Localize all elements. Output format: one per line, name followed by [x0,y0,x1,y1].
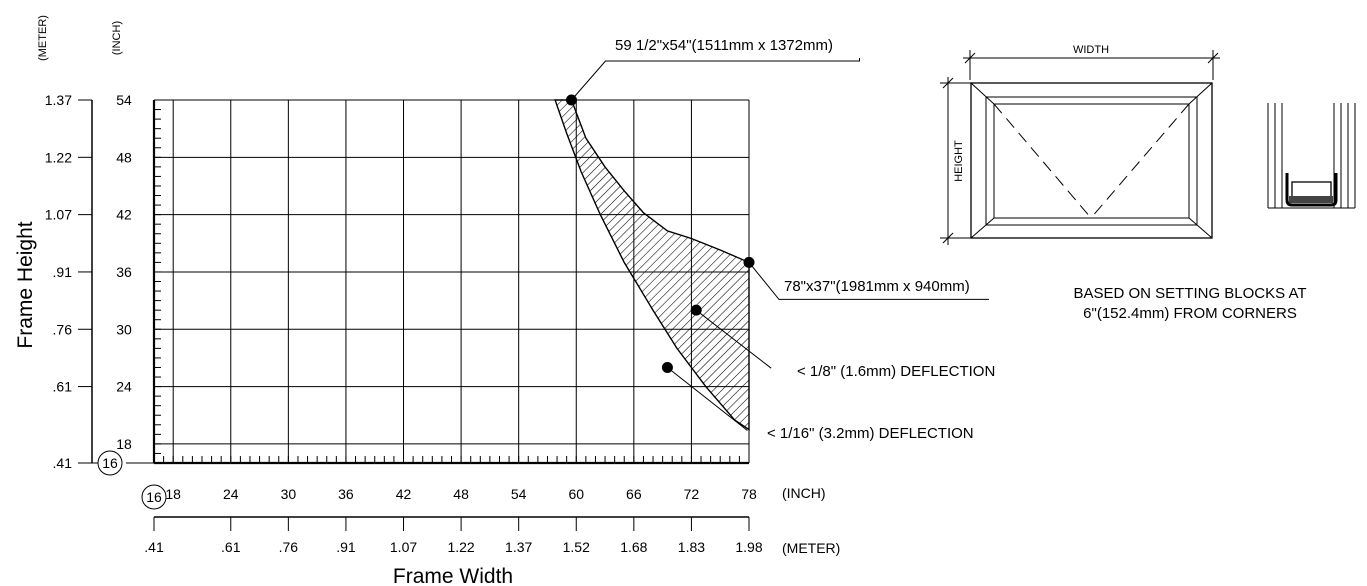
x-tick-label-meter-8: 1.68 [620,539,647,555]
y-tick-label-meter-4: 1.07 [45,207,72,223]
x-tick-label-inch-7: 60 [568,486,584,502]
y-tick-label-inch-2: 30 [116,321,132,337]
outer-frame [970,82,1213,239]
width-tick-left [964,52,976,64]
setting-note-line1: BASED ON SETTING BLOCKS AT [1073,285,1306,302]
x-tick-label-inch-5: 48 [453,486,469,502]
deflection-1-8-point-label: < 1/8" (1.6mm) DEFLECTION [797,363,995,380]
height-tick-top [942,77,954,89]
y-axis-title: Frame Height [14,221,37,348]
y-tick-label-meter-2: .76 [53,321,73,337]
window-elevation-diagram: WIDTH HEIGHT [940,44,1220,245]
x-tick-label-inch-1: 24 [223,486,239,502]
hatched-area [554,99,750,431]
x-unit-meter: (METER) [782,540,840,556]
max-height-point-leader [748,262,989,300]
x-tick-label-inch-10: 78 [741,486,757,502]
max-width-point-label: 59 1/2"x54"(1511mm x 1372mm) [615,37,833,54]
glazing-channel [1285,173,1338,207]
x-tick-label-inch-9: 72 [684,486,700,502]
max-width-point-leader [571,58,860,101]
chart-marks: 59 1/2"x54"(1511mm x 1372mm) 78"x37"(1981… [565,37,995,442]
y-origin-circle [97,450,123,476]
width-label: WIDTH [1073,44,1109,56]
max-height-point-label: 78"x37"(1981mm x 940mm) [784,278,970,295]
x-tick-label-inch-6: 54 [511,486,527,502]
deflection-1-8-point [690,304,702,316]
x-tick-label-inch-3: 36 [338,486,354,502]
y-tick-label-meter-5: 1.22 [45,149,72,165]
width-tick-right [1207,52,1219,64]
height-label: HEIGHT [953,140,965,182]
y-tick-label-meter-0: .41 [53,455,73,471]
y-unit-inch: (INCH) [111,21,123,55]
frame-corner-tr [1188,82,1213,105]
deflection-1-16-point [661,361,673,373]
y-tick-label-meter-1: .61 [53,379,73,395]
x-tick-label-meter-9: 1.83 [678,539,705,555]
deflection-1-8-point-leader [695,309,772,369]
setting-note-line2: 6"(152.4mm) FROM CORNERS [1083,305,1297,322]
x-tick-label-inch-2: 30 [281,486,297,502]
glass-pane [993,103,1190,219]
y-tick-label-inch-5: 48 [116,149,132,165]
x-tick-label-inch-8: 66 [626,486,642,502]
setting-block-line-right [1090,103,1190,219]
deflection-1-16-point-label: < 1/16" (3.2mm) DEFLECTION [767,425,974,442]
x-origin-label: 16 [146,489,162,505]
plot-grid [154,99,750,463]
max-width-point [565,94,577,106]
sealant [1289,196,1333,203]
y-tick-label-inch-4: 42 [116,207,132,223]
y-tick-label-meter-3: .91 [53,264,73,280]
y-tick-label-inch-3: 36 [116,264,132,280]
x-tick-label-meter-3: .91 [336,539,356,555]
frame-corner-br [1188,217,1213,239]
x-unit-inch: (INCH) [782,485,826,501]
max-height-point [743,256,755,268]
x-tick-label-meter-4: 1.07 [390,539,417,555]
setting-block-line-left [993,103,1092,219]
x-tick-label-meter-7: 1.52 [563,539,590,555]
x-tick-label-inch-0: 18 [165,486,181,502]
deflection-1-16-point-leader [667,367,748,431]
x-tick-label-meter-0: .41 [144,539,164,555]
frame-corner-tl [970,82,995,105]
x-tick-label-meter-2: .76 [279,539,299,555]
glazing-section-detail [1267,103,1356,209]
axes: 18 24 30 36 42 48 54 60 66 72 78 .41 .61 .76 .91 1.07 1.… [45,92,763,555]
x-axis-title: Frame Width [393,565,513,586]
y-tick-label-inch-1: 24 [116,379,132,395]
minor-ticks [153,99,750,464]
x-origin-circle [141,484,167,510]
x-tick-label-meter-1: .61 [221,539,241,555]
y-tick-label-meter-6: 1.37 [45,92,72,108]
height-tick-bottom [942,232,954,244]
frame-corner-bl [970,217,995,239]
y-tick-label-inch-0: 18 [116,436,132,452]
y-unit-meter: (METER) [37,15,49,61]
y-tick-label-inch-6: 54 [116,92,132,108]
x-tick-label-meter-5: 1.22 [447,539,474,555]
x-tick-label-meter-6: 1.37 [505,539,532,555]
y-origin-label: 16 [102,455,118,471]
x-tick-label-meter-10: 1.98 [735,539,762,555]
deflection-region [554,99,750,431]
x-tick-label-inch-4: 42 [396,486,412,502]
sash-frame [985,96,1198,226]
